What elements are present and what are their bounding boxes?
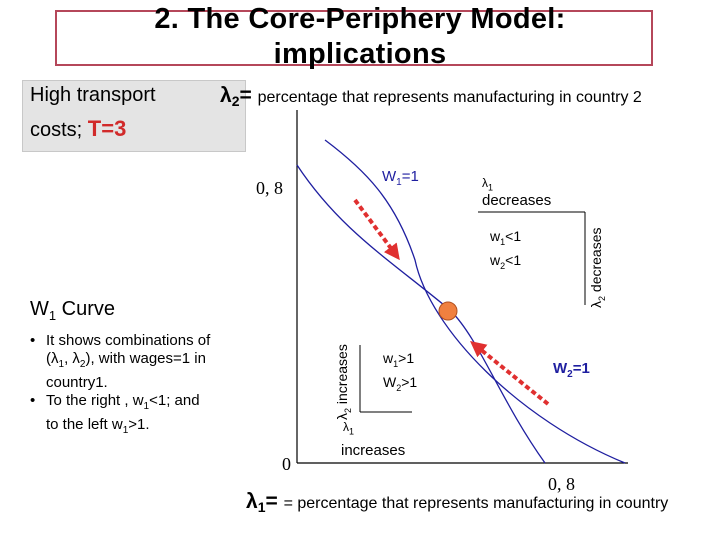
lambda2-subscript: 2 bbox=[231, 93, 240, 110]
lower-w2-base: W bbox=[383, 374, 397, 390]
lower-w2-condition: W2>1 bbox=[383, 374, 417, 393]
lower-w1-base: w bbox=[383, 350, 394, 366]
w1-label-rest: =1 bbox=[401, 168, 419, 185]
equilibrium-point bbox=[438, 301, 458, 321]
bullet1-l2c: ), with wages=1 in bbox=[85, 350, 206, 367]
lower-w1-condition: w1>1 bbox=[383, 350, 414, 369]
bullet1-line3: country1. bbox=[46, 374, 108, 391]
lam1-dec-sym: λ bbox=[482, 176, 488, 190]
bullet1-l2b: , λ bbox=[64, 350, 80, 367]
x-tick-label: 0, 8 bbox=[548, 474, 575, 494]
lam2-inc-word: increases bbox=[334, 344, 350, 405]
bullet2-l1b: <1; and bbox=[149, 392, 200, 409]
lower-w1-rest: >1 bbox=[398, 350, 415, 366]
lower-w2-rest: >1 bbox=[401, 374, 418, 390]
lam1-inc-sym: λ bbox=[343, 420, 349, 434]
bullet-dot-1: • bbox=[30, 332, 36, 349]
w1-label-sub: 1 bbox=[396, 177, 402, 188]
w1-heading-sub: 1 bbox=[48, 308, 57, 323]
lam2-dec-sym: λ bbox=[588, 301, 604, 308]
w1-curve-bullets: • It shows combinations of (λ1, λ2), wit… bbox=[30, 332, 235, 440]
slide-title: 2. The Core-Periphery Model: implication… bbox=[0, 2, 720, 72]
y-tick-label: 0, 8 bbox=[256, 178, 283, 198]
transport-cost-value: T=3 bbox=[87, 116, 127, 141]
lambda1-text: = percentage that represents manufacturi… bbox=[283, 495, 669, 512]
title-line-2: implications bbox=[273, 38, 447, 70]
bullet-item-2: • To the right , w1<1; and to the left w… bbox=[30, 392, 235, 440]
upper-w1-sub: 1 bbox=[500, 236, 506, 247]
bullet2-l1s: 1 bbox=[143, 401, 150, 412]
title-line-1: 2. The Core-Periphery Model: bbox=[154, 3, 566, 35]
lambda1-decreases-word: decreases bbox=[482, 192, 552, 209]
w2-curve-label: W2=1 bbox=[553, 360, 590, 380]
transport-cost-line-1: High transport bbox=[30, 84, 156, 106]
upper-w2-base: w bbox=[490, 252, 501, 268]
bullet1-l2s1: 1 bbox=[58, 359, 65, 370]
bullet1-line1: It shows combinations of bbox=[46, 332, 211, 349]
w1-curve bbox=[324, 139, 626, 464]
bullet1-l2s2: 2 bbox=[79, 359, 86, 370]
lam1-dec-sub: 1 bbox=[488, 182, 494, 193]
lambda1-increases-word: increases bbox=[341, 442, 406, 459]
origin-label: 0 bbox=[282, 454, 291, 474]
upper-w2-sub: 2 bbox=[500, 260, 506, 271]
bullet2-l2s: 1 bbox=[122, 425, 129, 436]
lambda1-symbol: λ bbox=[246, 490, 258, 513]
w2-label-base: W bbox=[553, 360, 568, 377]
lambda2-definition: λ2= percentage that represents manufactu… bbox=[220, 84, 642, 109]
upper-w1-rest: <1 bbox=[505, 228, 522, 244]
bullet2-l2b: >1. bbox=[128, 416, 150, 433]
bullet-dot-2: • bbox=[30, 392, 36, 409]
lambda1-equals: = bbox=[265, 490, 284, 513]
bullet1-l2a: (λ bbox=[46, 350, 59, 367]
lam1-inc-sub: 1 bbox=[349, 426, 355, 437]
w2-label-sub: 2 bbox=[567, 369, 573, 380]
transport-cost-line-2: costs; T=3 bbox=[30, 116, 126, 142]
w1-heading-rest: Curve bbox=[56, 298, 116, 320]
upper-w2-rest: <1 bbox=[505, 252, 522, 268]
transport-cost-prefix: costs; bbox=[30, 119, 88, 141]
lambda2-symbol: λ bbox=[220, 84, 232, 107]
upper-w1-condition: w1<1 bbox=[490, 228, 521, 247]
transport-cost-box bbox=[22, 80, 246, 152]
lam2-inc-sub: 2 bbox=[342, 407, 353, 413]
bullet2-l1a: To the right , w bbox=[46, 392, 144, 409]
bullet-item-1: • It shows combinations of (λ1, λ2), wit… bbox=[30, 332, 235, 392]
title-frame bbox=[55, 10, 653, 66]
lambda1-definition: λ1= = percentage that represents manufac… bbox=[246, 490, 668, 515]
w1-curve-heading: W1 Curve bbox=[30, 298, 115, 323]
arrow-upper-left bbox=[353, 198, 400, 261]
lambda2-increases-label: λ2 increases bbox=[334, 344, 356, 420]
upper-w2-condition: w2<1 bbox=[490, 252, 521, 271]
lower-w2-sub: 2 bbox=[396, 382, 402, 393]
bullet2-l2a: to the left w bbox=[46, 416, 123, 433]
lambda1-decreases-symbol: λ1 bbox=[482, 176, 493, 192]
lambda1-increases-symbol: λ1 bbox=[343, 420, 354, 436]
upper-w1-base: w bbox=[490, 228, 501, 244]
lam2-dec-sub: 2 bbox=[596, 295, 607, 301]
lam2-dec-word: decreases bbox=[588, 227, 604, 293]
lambda2-equals: = bbox=[239, 84, 258, 107]
w2-label-rest: =1 bbox=[572, 360, 590, 377]
lambda1-subscript: 1 bbox=[257, 499, 266, 516]
w1-label-base: W bbox=[382, 168, 397, 185]
w1-heading-base: W bbox=[30, 298, 49, 320]
w1-curve-label: W1=1 bbox=[382, 168, 419, 188]
lambda2-text: percentage that represents manufacturing… bbox=[257, 89, 642, 106]
lam2-inc-sym: λ bbox=[334, 413, 350, 420]
lower-w1-sub: 1 bbox=[393, 358, 399, 369]
lambda2-decreases-label: λ2 decreases bbox=[588, 228, 610, 309]
